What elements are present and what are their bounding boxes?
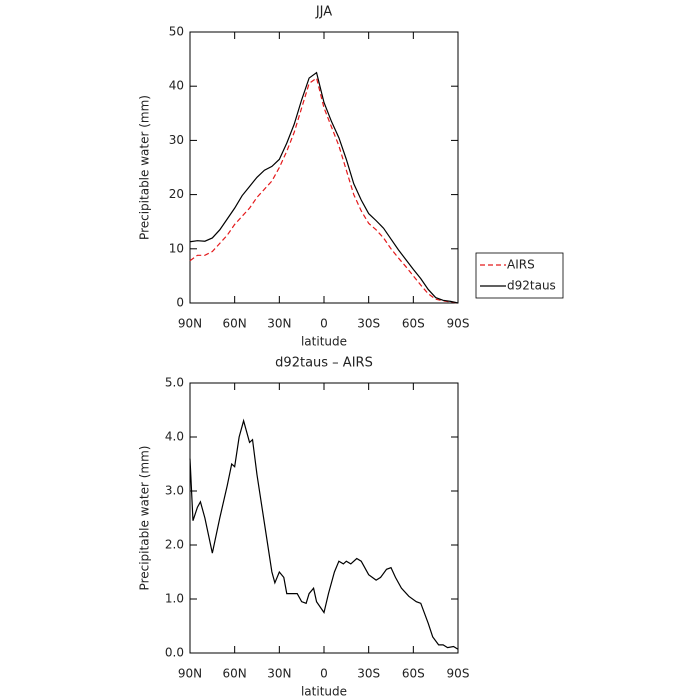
- x-tick-label: 60N: [223, 317, 247, 331]
- data-line: [189, 71, 459, 304]
- x-tick-label: 90N: [178, 667, 202, 681]
- y-tick-label: 0: [176, 296, 184, 310]
- x-tick-label: 60S: [402, 317, 425, 331]
- data-line: [189, 77, 459, 304]
- x-axis-label: latitude: [301, 685, 347, 699]
- y-tick-label: 3.0: [165, 484, 184, 498]
- y-tick-label: 2.0: [165, 538, 184, 552]
- y-tick-label: 40: [169, 79, 184, 93]
- y-axis-label: Precipitable water (mm): [138, 95, 152, 240]
- x-tick-label: 30N: [267, 317, 291, 331]
- x-tick-label: 0: [320, 317, 328, 331]
- chart-title: JJA: [315, 5, 332, 20]
- y-axis-label: Precipitable water (mm): [138, 446, 152, 591]
- legend-box: [475, 252, 564, 299]
- x-tick-label: 30S: [357, 667, 380, 681]
- x-tick-label: 0: [320, 667, 328, 681]
- y-tick-label: 20: [169, 187, 184, 201]
- y-tick-label: 0.0: [165, 646, 184, 660]
- x-tick-label: 90S: [447, 317, 470, 331]
- y-tick-label: 10: [169, 241, 184, 255]
- x-tick-label: 60N: [223, 667, 247, 681]
- y-tick-label: 5.0: [165, 376, 184, 390]
- x-axis-label: latitude: [301, 335, 347, 349]
- y-tick-label: 50: [169, 25, 184, 39]
- y-tick-label: 4.0: [165, 430, 184, 444]
- y-tick-label: 1.0: [165, 592, 184, 606]
- plot-frame: [189, 31, 459, 304]
- data-line: [189, 418, 459, 650]
- x-tick-label: 90S: [447, 667, 470, 681]
- x-tick-label: 30N: [267, 667, 291, 681]
- x-tick-label: 90N: [178, 317, 202, 331]
- legend-label: d92taus: [507, 279, 556, 293]
- y-tick-label: 30: [169, 133, 184, 147]
- x-tick-label: 30S: [357, 317, 380, 331]
- chart-title: d92taus – AIRS: [275, 356, 373, 371]
- legend-label: AIRS: [507, 258, 535, 272]
- x-tick-label: 60S: [402, 667, 425, 681]
